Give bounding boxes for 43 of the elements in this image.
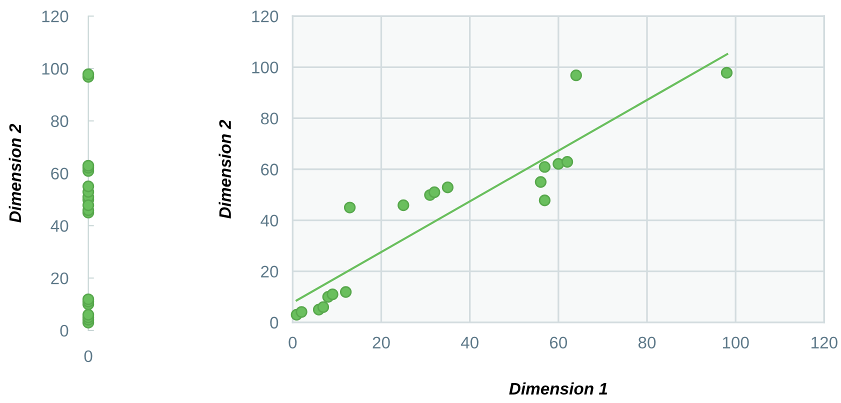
y-tick-label: 60: [51, 168, 68, 180]
y-axis-title: Dimension 2: [218, 120, 232, 219]
y-tick-label: 20: [261, 266, 278, 278]
y-tick-label: 40: [260, 214, 278, 227]
y-tick-label: 40: [50, 220, 68, 232]
point: [317, 301, 330, 313]
y-tick-label: 120: [42, 10, 68, 22]
x-tick-label: 80: [638, 336, 656, 349]
point: [720, 66, 733, 79]
y-tick-label: 80: [260, 112, 278, 124]
x-tick-label: 120: [812, 336, 838, 349]
point: [340, 286, 352, 298]
x-tick-label: 0: [288, 336, 297, 349]
y-tick-label: 100: [42, 62, 68, 75]
y-tick-label: 120: [252, 10, 278, 22]
x-tick-label: 40: [460, 336, 478, 349]
x-tick-label: 100: [722, 336, 749, 349]
point: [82, 199, 94, 212]
point: [428, 186, 440, 198]
point: [398, 199, 410, 212]
x-tick-label: 60: [550, 336, 568, 349]
point: [296, 306, 308, 318]
x-axis-title: Dimension 1: [509, 382, 608, 395]
y-tick-label: 20: [51, 272, 68, 284]
point: [344, 202, 356, 214]
point: [534, 176, 547, 188]
point: [570, 69, 582, 82]
x-tick-label: 20: [372, 336, 390, 349]
y-tick-label: 0: [270, 316, 278, 329]
point: [538, 161, 551, 173]
y-tick-label: 100: [252, 62, 278, 74]
y-tick-label: 80: [51, 115, 68, 128]
point: [538, 194, 551, 206]
point: [82, 293, 94, 306]
y-tick-label: 0: [60, 324, 68, 337]
point: [82, 308, 94, 321]
y-axis-title: Dimension 2: [8, 124, 22, 223]
point: [82, 180, 94, 192]
point: [326, 288, 338, 300]
point: [442, 182, 454, 194]
point: [561, 156, 574, 168]
y-tick-label: 60: [261, 164, 278, 176]
point: [82, 68, 94, 80]
